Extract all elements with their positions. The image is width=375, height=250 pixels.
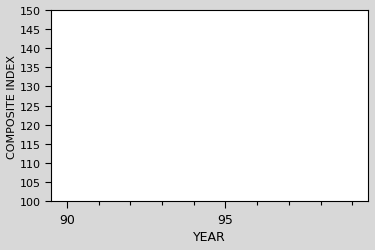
X-axis label: YEAR: YEAR xyxy=(193,230,226,243)
Y-axis label: COMPOSITE INDEX: COMPOSITE INDEX xyxy=(7,54,17,158)
